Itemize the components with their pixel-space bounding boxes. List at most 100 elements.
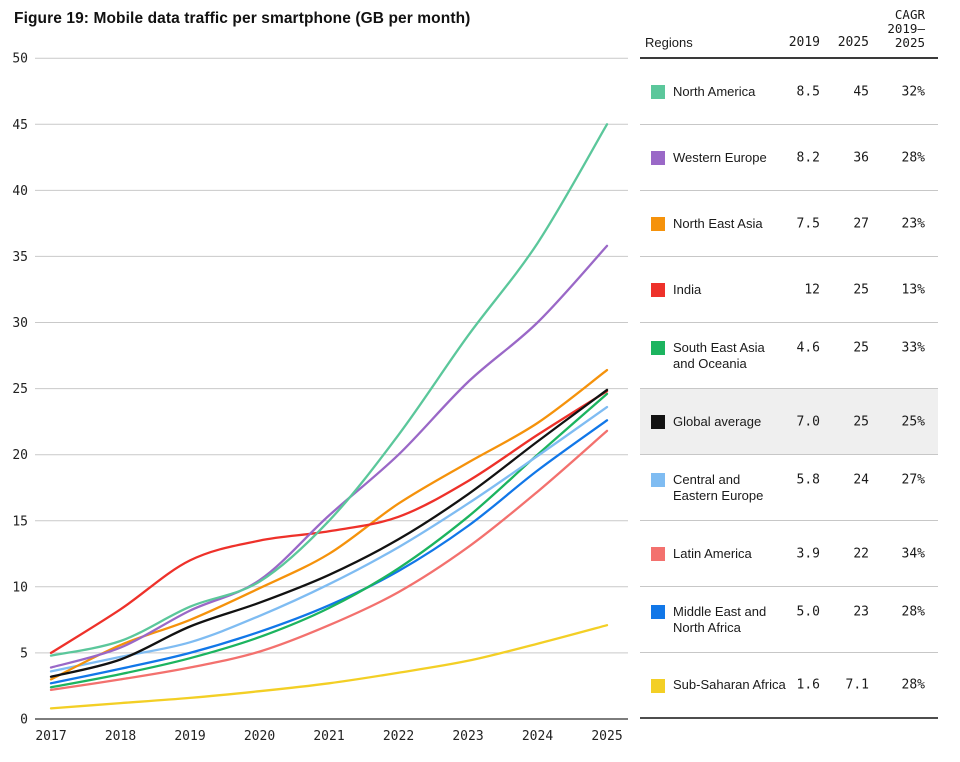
figure-title: Figure 19: Mobile data traffic per smart… [14,10,471,27]
header-2025: 2025 [837,35,869,50]
value-2019: 4.6 [796,340,820,355]
value-cagr: 28% [901,677,925,693]
value-2019: 7.0 [796,414,820,429]
region-label: Latin America [673,545,752,561]
x-tick-label: 2020 [244,729,275,744]
x-tick-label: 2019 [174,729,205,744]
region-label: North America [673,83,756,99]
legend-table: Regions 2019 2025 CAGR 2019– 2025 North … [640,0,938,719]
value-2025: 36 [853,150,869,165]
region-label: North East Asia [673,215,763,231]
chart-line-global-average [49,388,609,678]
india-color-swatch [651,283,665,297]
value-2025: 24 [853,472,869,487]
value-2025: 27 [853,216,869,231]
north-america-color-swatch [651,85,665,99]
y-tick-label: 20 [12,448,28,463]
value-cagr: 27% [901,472,925,487]
x-tick-label: 2022 [383,729,414,744]
x-tick-label: 2025 [591,729,622,744]
region-label: Middle East and North Africa [673,603,767,635]
south-east-asia-and-oceania-color-swatch [651,341,665,355]
y-tick-label: 50 [12,52,28,67]
legend-table-row-north-east-asia: North East Asia 7.5 27 23% [640,191,938,257]
legend-table-row-latin-america: Latin America 3.9 22 34% [640,521,938,587]
region-label: Global average [673,413,762,429]
legend-table-header: Regions 2019 2025 CAGR 2019– 2025 [640,0,938,59]
chart-line-central-and-eastern-europe [49,405,609,673]
legend-table-row-western-europe: Western Europe 8.2 36 28% [640,125,938,191]
value-cagr: 13% [901,282,925,297]
value-2019: 1.6 [796,677,820,693]
y-tick-label: 15 [12,514,28,529]
legend-table-row-sub-saharan-africa: Sub-Saharan Africa 1.6 7.1 28% [640,653,938,719]
value-2019: 7.5 [796,216,820,231]
latin-america-color-swatch [651,547,665,561]
chart-line-north-east-asia [49,368,609,681]
legend-table-row-india: India 12 25 13% [640,257,938,323]
header-2019: 2019 [788,35,820,50]
value-cagr: 32% [901,84,925,99]
header-regions: Regions [645,35,693,50]
y-tick-label: 45 [12,118,28,133]
north-east-asia-color-swatch [651,217,665,231]
x-tick-label: 2018 [105,729,136,744]
value-cagr: 28% [901,604,925,619]
value-cagr: 33% [901,340,925,355]
western-europe-color-swatch [651,151,665,165]
y-tick-label: 5 [20,646,28,661]
y-tick-label: 35 [12,250,28,265]
value-cagr: 28% [901,150,925,165]
legend-table-row-global-average: Global average 7.0 25 25% [640,389,938,455]
region-label: India [673,281,702,297]
y-tick-label: 10 [12,580,28,595]
value-cagr: 34% [901,546,925,561]
value-2025: 25 [853,414,869,429]
middle-east-and-north-africa-color-swatch [651,605,665,619]
x-tick-label: 2021 [313,729,344,744]
y-tick-label: 40 [12,184,28,199]
value-2019: 5.8 [796,472,820,487]
value-2019: 12 [804,282,820,297]
value-2019: 8.2 [796,150,820,165]
y-tick-label: 30 [12,316,28,331]
global-average-color-swatch [651,415,665,429]
y-tick-label: 0 [20,713,28,728]
y-tick-label: 25 [12,382,28,397]
value-2025: 45 [853,84,869,99]
chart-line-north-america [49,123,609,657]
value-2025: 7.1 [845,677,869,693]
chart-line-western-europe [49,244,609,669]
value-2019: 3.9 [796,546,820,561]
legend-table-body: North America 8.5 45 32% Western Europe 8.2 36… [640,59,938,719]
chart-line-latin-america [49,429,609,692]
value-cagr: 23% [901,216,925,231]
value-2019: 8.5 [796,84,820,99]
value-2019: 5.0 [796,604,820,619]
legend-table-row-central-and-eastern-europe: Central and Eastern Europe 5.8 24 27% [640,455,938,521]
chart-line-south-east-asia-and-oceania [49,392,609,689]
value-2025: 25 [853,282,869,297]
legend-table-row-north-america: North America 8.5 45 32% [640,59,938,125]
header-cagr: CAGR 2019– 2025 [887,7,925,50]
value-cagr: 25% [901,414,925,429]
chart-line-india [49,390,609,655]
region-label: Sub-Saharan Africa [673,677,786,692]
chart-line-middle-east-and-north-africa [49,419,609,685]
chart-line-sub-saharan-africa [49,624,609,710]
value-2025: 25 [853,340,869,355]
central-and-eastern-europe-color-swatch [651,473,665,487]
legend-table-row-middle-east-and-north-africa: Middle East and North Africa 5.0 23 28% [640,587,938,653]
region-label: South East Asia and Oceania [673,339,765,371]
legend-table-row-south-east-asia-and-oceania: South East Asia and Oceania 4.6 25 33% [640,323,938,389]
region-label: Western Europe [673,149,767,165]
x-tick-label: 2017 [35,729,66,744]
value-2025: 22 [853,546,869,561]
sub-saharan-africa-color-swatch [651,679,665,693]
value-2025: 23 [853,604,869,619]
x-tick-label: 2024 [522,729,553,744]
region-label: Central and Eastern Europe [673,471,764,503]
x-tick-label: 2023 [452,729,483,744]
